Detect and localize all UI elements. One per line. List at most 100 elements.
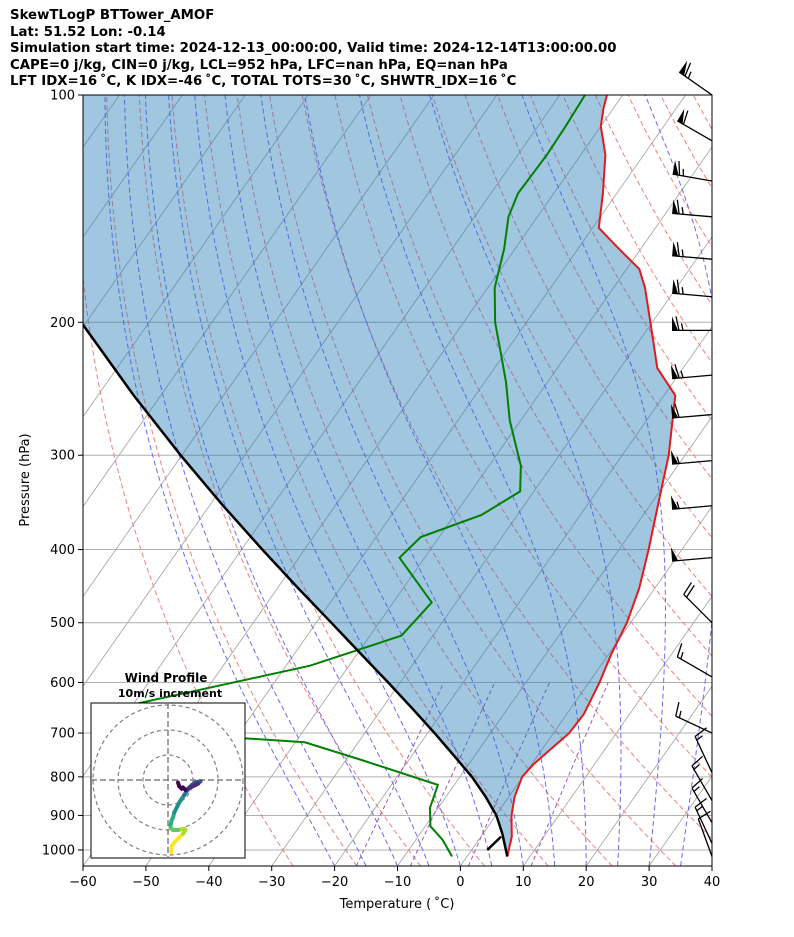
- y-tick-label: 800: [50, 770, 75, 785]
- title-times: Simulation start time: 2024-12-13_00:00:…: [10, 41, 617, 56]
- dry-adiabat-line: [432, 95, 712, 598]
- moist-adiabat-line: [224, 95, 493, 866]
- barb-half: [676, 501, 680, 509]
- isotherm-line: [83, 95, 309, 418]
- mixing-ratio-line: [530, 682, 609, 866]
- isotherm-line: [397, 415, 712, 866]
- barb-pennant: [677, 108, 685, 124]
- x-tick-label: −20: [321, 875, 348, 890]
- mixing-ratio-line: [409, 682, 496, 866]
- hodograph-subtitle: 10m/s increment: [118, 687, 222, 700]
- parcel-line: [83, 322, 509, 857]
- isotherm-line: [585, 685, 712, 866]
- dry-adiabat-line: [758, 95, 794, 866]
- barb-staff: [694, 806, 713, 844]
- wind-barb: [672, 279, 713, 298]
- wind-barb: [691, 755, 713, 801]
- y-tick-label: 900: [50, 809, 75, 824]
- barb-staff: [683, 593, 713, 624]
- x-tick-label: 30: [641, 875, 658, 890]
- moist-adiabat-line: [711, 862, 712, 866]
- axes: −60 −50 −40 −30 −20 −10 0 10 20 30 40 1000 900 800 700…: [42, 89, 720, 891]
- moist-adiabat-line: [144, 95, 398, 866]
- barb-staff: [691, 765, 713, 801]
- barb-staff: [694, 736, 713, 773]
- hodograph-inset: Wind Profile 10m/s increment: [90, 671, 246, 859]
- wind-barb: [670, 495, 713, 510]
- title-location: Lat: 51.52 Lon: -0.14: [10, 24, 166, 40]
- isotherm-line: [271, 236, 712, 866]
- barb-half: [680, 323, 684, 331]
- barb-full: [683, 582, 693, 595]
- moist-adiabat-line: [104, 95, 336, 866]
- dry-adiabat-line: [334, 95, 712, 778]
- isotherm-line: [334, 326, 712, 866]
- barb-pennant: [672, 199, 679, 214]
- x-tick-label: −60: [69, 875, 96, 890]
- cin-shaded-area: [83, 95, 676, 857]
- wind-barb: [694, 797, 713, 844]
- barb-staff: [672, 292, 713, 298]
- wind-barb: [677, 108, 713, 142]
- dry-adiabat-line: [204, 95, 549, 866]
- dry-adiabat-line: [692, 95, 712, 131]
- barb-staff: [691, 787, 713, 823]
- moist-adiabat-line: [194, 95, 461, 866]
- isotherm-line: [522, 595, 712, 866]
- dry-adiabat-line: [83, 272, 294, 866]
- barb-half: [681, 287, 684, 295]
- barb-staff: [697, 818, 713, 857]
- dry-adiabat-line: [236, 95, 613, 866]
- barb-pennant: [679, 60, 688, 76]
- barb-half: [680, 370, 684, 378]
- barb-pennant: [670, 364, 679, 379]
- wind-barb: [697, 810, 713, 857]
- isotherm-line: [83, 95, 183, 238]
- barb-half: [693, 786, 700, 792]
- isotherm-line: [460, 505, 712, 866]
- dry-adiabat-line: [497, 95, 712, 480]
- dry-adiabat-line: [171, 95, 485, 866]
- barb-half: [696, 805, 703, 812]
- x-tick-label: −10: [384, 875, 411, 890]
- moist-adiabat-line: [304, 95, 556, 866]
- wind-barb: [672, 199, 713, 218]
- wind-barb: [672, 160, 713, 182]
- barb-half: [678, 710, 682, 718]
- dry-adiabat-line: [301, 95, 712, 840]
- wind-barb: [675, 702, 713, 734]
- x-tick-label: −50: [132, 875, 159, 890]
- hodograph-content: [91, 703, 245, 858]
- dry-adiabat-line: [106, 95, 358, 866]
- y-tick-label: 500: [50, 616, 75, 631]
- barb-pennant: [670, 547, 679, 562]
- profile-lines: [83, 95, 677, 857]
- barb-pennant: [672, 241, 679, 257]
- wind-barb: [670, 450, 713, 465]
- isotherm-line: [648, 775, 712, 866]
- hodograph-segment: [176, 780, 182, 789]
- barb-full: [684, 62, 692, 77]
- wind-barb: [694, 727, 713, 773]
- barb-staff: [675, 715, 713, 734]
- isotherm-line: [83, 95, 498, 688]
- temperature-line: [506, 95, 677, 857]
- x-tick-label: 20: [578, 875, 595, 890]
- barb-staff: [678, 71, 713, 96]
- wind-barb: [683, 582, 713, 624]
- wind-barb: [691, 777, 713, 823]
- y-tick-label: 700: [50, 727, 75, 742]
- barb-full: [685, 584, 695, 598]
- wind-barb: [672, 316, 712, 332]
- barb-half: [680, 651, 684, 660]
- dry-adiabat-line: [660, 95, 712, 190]
- wind-barb: [678, 60, 713, 96]
- barb-full: [694, 797, 707, 808]
- y-tick-label: 1000: [42, 844, 75, 859]
- x-tick-label: 40: [704, 875, 721, 890]
- barb-pennant: [670, 404, 679, 419]
- barb-full: [691, 777, 704, 789]
- barb-half: [681, 207, 684, 215]
- x-tick-label: 0: [456, 875, 464, 890]
